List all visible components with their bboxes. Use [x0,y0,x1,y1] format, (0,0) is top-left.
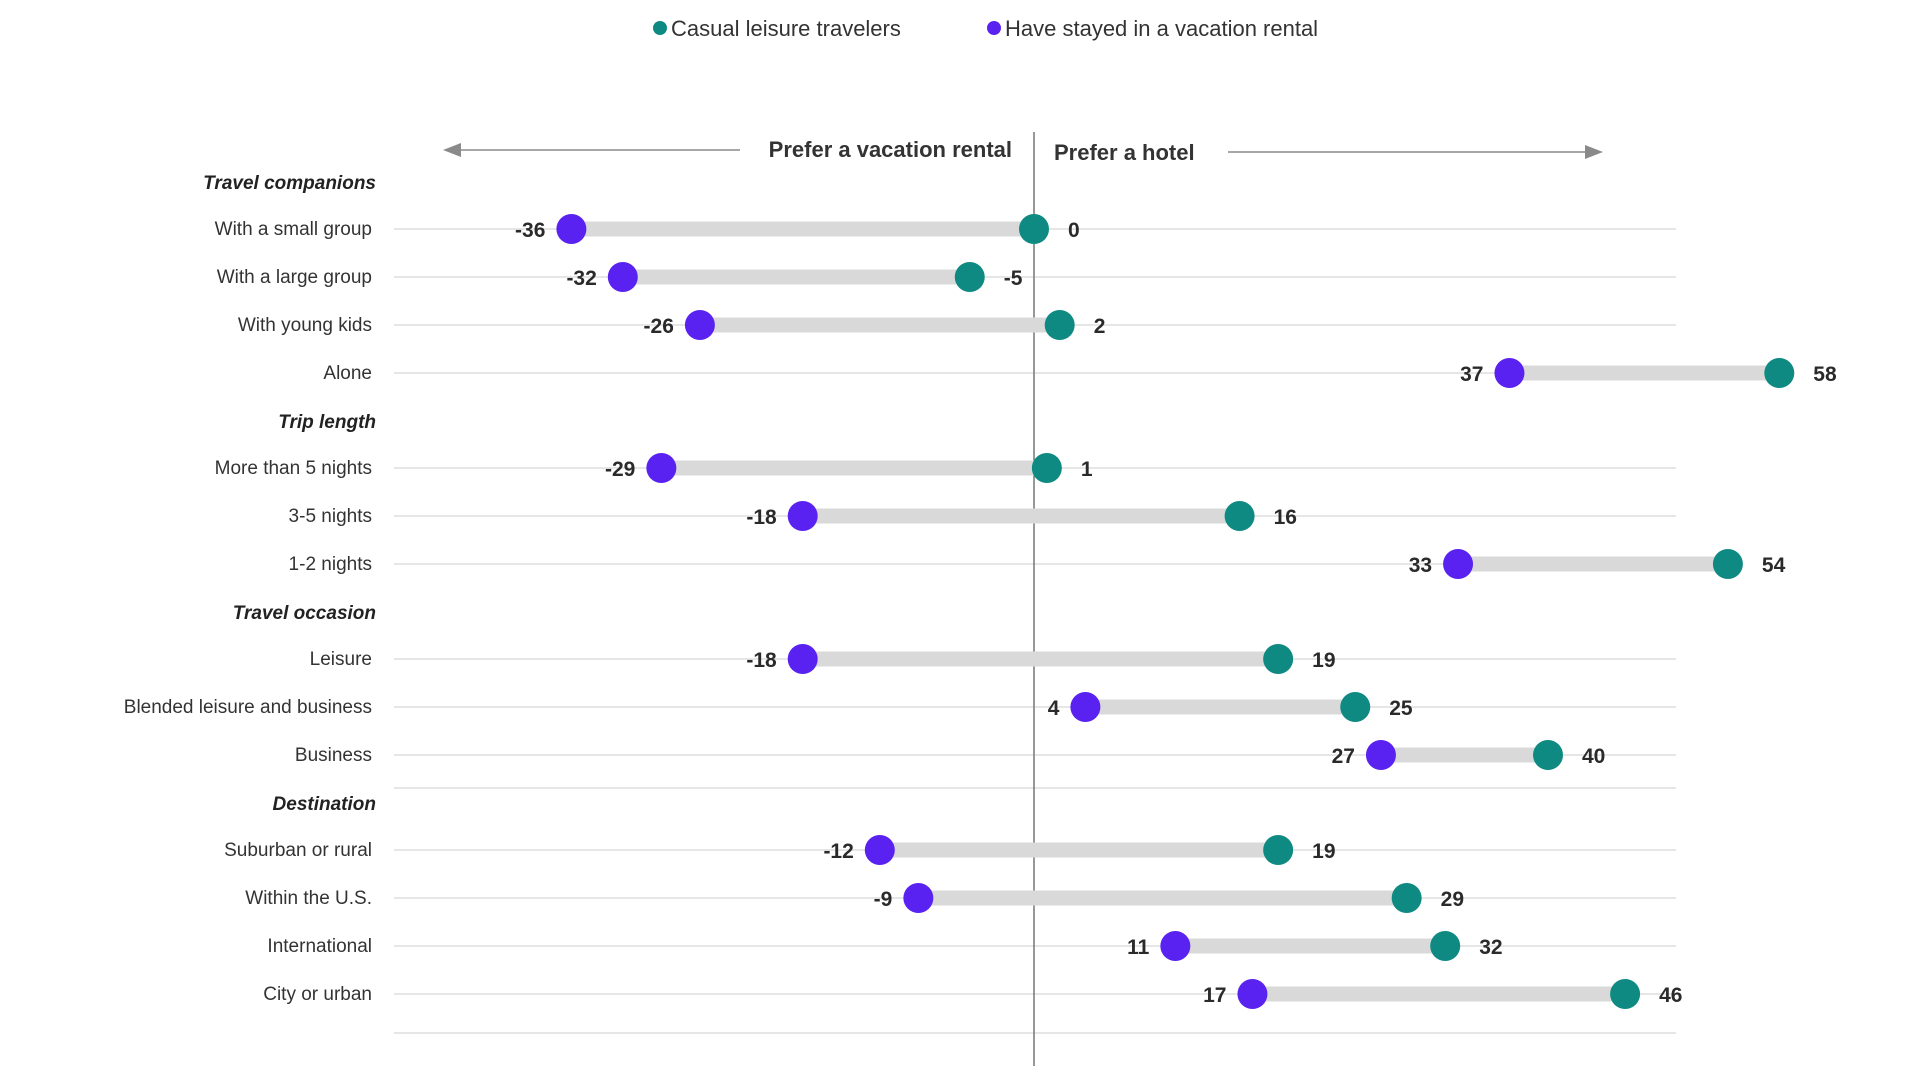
casual-value-label: 32 [1479,936,1502,959]
rental-point [903,883,934,913]
rental-point [1365,740,1396,770]
row-label: International [267,936,372,957]
right-arrow-head-icon [1585,145,1603,159]
casual-value-label: 54 [1762,554,1786,577]
rental-value-label: -18 [746,506,777,529]
casual-value-label: 1 [1081,458,1093,481]
rental-point [646,453,677,483]
rental-value-label: -32 [566,267,596,290]
rental-point [684,310,715,340]
casual-value-label: 16 [1274,506,1297,529]
group-title: Travel companions [203,173,376,194]
casual-value-label: 2 [1094,315,1106,338]
rental-value-label: 33 [1409,554,1432,577]
casual-point [1019,214,1049,244]
group-title: Travel occasion [233,603,376,624]
casual-value-label: 29 [1441,888,1464,911]
casual-value-label: 19 [1312,840,1335,863]
rental-value-label: -26 [644,315,674,338]
rental-value-label: -18 [746,649,777,672]
casual-value-label: 25 [1389,697,1413,720]
row-label: Leisure [310,649,372,670]
group-title: Trip length [278,412,376,433]
legend-swatch-casual [653,21,667,35]
casual-value-label: 46 [1659,984,1682,1007]
rental-point [787,501,818,531]
row-label: 3-5 nights [289,506,372,527]
right-header: Prefer a hotel [1054,140,1195,165]
casual-point [1391,883,1422,913]
rental-point [556,214,587,244]
left-arrow-head-icon [443,143,461,157]
legend-label-rental: Have stayed in a vacation rental [1005,16,1318,41]
group-title: Destination [273,794,376,815]
casual-point [1712,549,1743,579]
rental-value-label: 27 [1332,745,1355,768]
row-label: With young kids [238,315,372,336]
legend-label-casual: Casual leisure travelers [671,16,901,41]
casual-point [1764,358,1795,388]
casual-value-label: 40 [1582,745,1605,768]
rental-point [1237,979,1268,1009]
casual-point [1044,310,1075,340]
rental-value-label: -29 [605,458,635,481]
legend-swatch-rental [987,21,1001,35]
rental-value-label: 37 [1460,363,1483,386]
rental-point [1160,931,1191,961]
row-label: Suburban or rural [224,840,372,861]
rental-value-label: -36 [515,219,545,242]
casual-point [1031,453,1062,483]
rental-value-label: 17 [1203,984,1226,1007]
casual-value-label: 0 [1068,219,1080,242]
rental-point [607,262,638,292]
rental-value-label: -9 [874,888,893,911]
row-label: Alone [323,363,372,384]
direction-headers: Prefer a vacation rental Prefer a hotel [443,137,1603,165]
row-label: With a large group [217,267,372,288]
rental-value-label: -12 [823,840,853,863]
row-label: With a small group [215,219,372,240]
row-label: Within the U.S. [245,888,372,909]
casual-point [1263,644,1294,674]
rental-value-label: 11 [1127,936,1150,959]
row-label: Blended leisure and business [124,697,372,718]
legend: Casual leisure travelers Have stayed in a… [653,16,1318,41]
casual-point [1533,740,1563,770]
row-label: Business [295,745,372,766]
rental-value-label: 4 [1048,697,1060,720]
rental-point [864,835,895,865]
casual-point [1430,931,1461,961]
casual-value-label: -5 [1004,267,1023,290]
chart-rows: Travel companions With a small group -36 0 W… [124,173,1837,1009]
rental-point [787,644,818,674]
casual-point [954,262,985,292]
casual-point [1340,692,1371,722]
casual-point [1224,501,1255,531]
row-label: City or urban [263,984,372,1005]
casual-point [1610,979,1641,1009]
row-label: More than 5 nights [215,458,372,479]
rental-point [1443,549,1474,579]
row-label: 1-2 nights [289,554,372,575]
casual-value-label: 19 [1312,649,1335,672]
casual-value-label: 58 [1813,363,1837,386]
casual-point [1263,835,1294,865]
rental-point [1494,358,1525,388]
rental-point [1070,692,1101,722]
left-header: Prefer a vacation rental [769,137,1012,162]
